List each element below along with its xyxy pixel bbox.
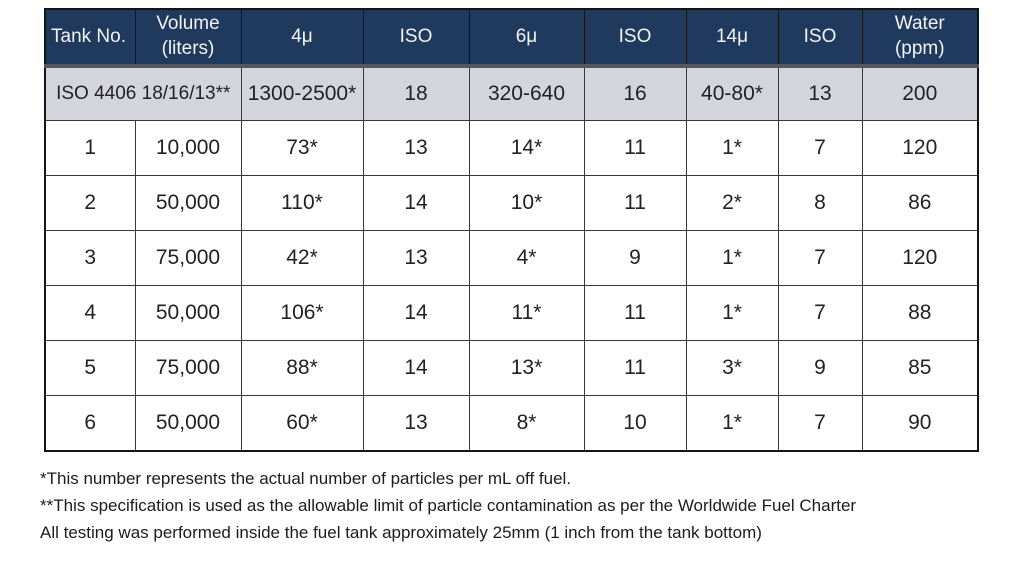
table-cell: 86: [861, 175, 979, 231]
table-cell: 50,000: [134, 395, 242, 452]
table-cell: 13*: [468, 340, 585, 396]
table-cell: 1300-2500*: [240, 65, 364, 121]
table-cell: 4*: [468, 230, 585, 286]
table-cell: 6: [44, 395, 136, 452]
table-cell: 110*: [240, 175, 364, 231]
column-header-iso-14u: ISO: [777, 8, 863, 67]
table-cell: 14: [362, 175, 470, 231]
tank-row-3: 3 75,000 42* 13 4* 9 1* 7 120: [44, 230, 979, 286]
table-cell: 2*: [685, 175, 779, 231]
table-cell: 7: [777, 395, 863, 452]
table-cell: 75,000: [134, 230, 242, 286]
table-cell: 10,000: [134, 120, 242, 176]
footnote-testing-location: All testing was performed inside the fue…: [40, 523, 762, 542]
table-cell: 88: [861, 285, 979, 341]
tank-row-6: 6 50,000 60* 13 8* 10 1* 7 90: [44, 395, 979, 452]
table-cell: 11: [583, 285, 687, 341]
table-cell: 50,000: [134, 175, 242, 231]
table-cell: 50,000: [134, 285, 242, 341]
table-cell: 7: [777, 120, 863, 176]
table-cell: 1*: [685, 120, 779, 176]
tank-row-4: 4 50,000 106* 14 11* 11 1* 7 88: [44, 285, 979, 341]
table-cell: 1*: [685, 230, 779, 286]
table-cell: 8: [777, 175, 863, 231]
spec-label-cell: ISO 4406 18/16/13**: [44, 65, 242, 121]
table-cell: 1: [44, 120, 136, 176]
table-cell: 120: [861, 120, 979, 176]
table-cell: 42*: [240, 230, 364, 286]
table-cell: 9: [777, 340, 863, 396]
footnote-particles: *This number represents the actual numbe…: [40, 469, 572, 488]
table-cell: 10*: [468, 175, 585, 231]
table-cell: 60*: [240, 395, 364, 452]
table-cell: 8*: [468, 395, 585, 452]
tank-row-1: 1 10,000 73* 13 14* 11 1* 7 120: [44, 120, 979, 176]
table-cell: 11*: [468, 285, 585, 341]
column-header-volume: Volume (liters): [134, 8, 242, 67]
iso-spec-row: ISO 4406 18/16/13** 1300-2500* 18 320-64…: [44, 65, 979, 121]
header-row: Tank No. Volume (liters) 4μ ISO 6μ ISO 1…: [44, 8, 979, 67]
column-header-tank-no: Tank No.: [44, 8, 136, 67]
table-cell: 2: [44, 175, 136, 231]
table-cell: 3: [44, 230, 136, 286]
table-cell: 73*: [240, 120, 364, 176]
column-header-iso-4u: ISO: [362, 8, 470, 67]
table-cell: 13: [362, 120, 470, 176]
footnote-spec-limit: **This specification is used as the allo…: [40, 496, 857, 515]
table-cell: 11: [583, 120, 687, 176]
table-cell: 13: [362, 395, 470, 452]
table-cell: 14: [362, 285, 470, 341]
table-cell: 16: [583, 65, 687, 121]
table-cell: 120: [861, 230, 979, 286]
table-cell: 88*: [240, 340, 364, 396]
tank-row-5: 5 75,000 88* 14 13* 11 3* 9 85: [44, 340, 979, 396]
tank-row-2: 2 50,000 110* 14 10* 11 2* 8 86: [44, 175, 979, 231]
table-cell: 7: [777, 230, 863, 286]
table-cell: 4: [44, 285, 136, 341]
column-header-iso-6u: ISO: [583, 8, 687, 67]
table-cell: 1*: [685, 395, 779, 452]
table-cell: 106*: [240, 285, 364, 341]
table-cell: 200: [861, 65, 979, 121]
table-cell: 7: [777, 285, 863, 341]
table-cell: 40-80*: [685, 65, 779, 121]
table-cell: 13: [362, 230, 470, 286]
footnotes: *This number represents the actual numbe…: [40, 465, 977, 546]
table-cell: 1*: [685, 285, 779, 341]
column-header-14u: 14μ: [685, 8, 779, 67]
column-header-4u: 4μ: [240, 8, 364, 67]
column-header-6u: 6μ: [468, 8, 585, 67]
table-cell: 10: [583, 395, 687, 452]
table-cell: 9: [583, 230, 687, 286]
table-cell: 18: [362, 65, 470, 121]
table-cell: 3*: [685, 340, 779, 396]
column-header-water: Water (ppm): [861, 8, 979, 67]
table-cell: 5: [44, 340, 136, 396]
table-cell: 14*: [468, 120, 585, 176]
table-cell: 320-640: [468, 65, 585, 121]
table-cell: 11: [583, 175, 687, 231]
fuel-tank-contamination-table: Tank No. Volume (liters) 4μ ISO 6μ ISO 1…: [44, 8, 979, 452]
table-cell: 75,000: [134, 340, 242, 396]
table-cell: 85: [861, 340, 979, 396]
table-cell: 14: [362, 340, 470, 396]
table-cell: 90: [861, 395, 979, 452]
table-cell: 11: [583, 340, 687, 396]
table-cell: 13: [777, 65, 863, 121]
